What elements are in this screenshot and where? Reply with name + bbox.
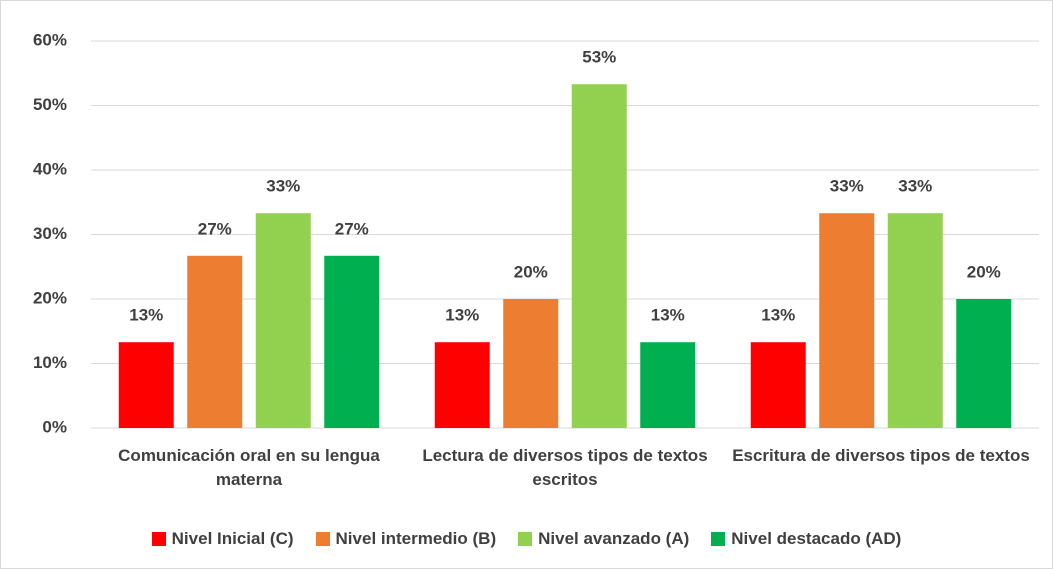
y-tick-label: 10% bbox=[33, 353, 67, 372]
bar bbox=[187, 255, 243, 428]
data-label: 33% bbox=[898, 177, 932, 196]
bar bbox=[255, 213, 311, 428]
x-tick-label: Escritura de diversos tipos de textos bbox=[732, 446, 1030, 465]
y-tick-label: 20% bbox=[33, 288, 67, 307]
legend-item: Nivel destacado (AD) bbox=[711, 529, 901, 549]
y-tick-label: 30% bbox=[33, 224, 67, 243]
y-tick-label: 0% bbox=[42, 417, 67, 436]
legend: Nivel Inicial (C) Nivel intermedio (B) Niv… bbox=[1, 529, 1052, 549]
bar bbox=[571, 84, 627, 428]
bar bbox=[750, 342, 806, 428]
data-label: 20% bbox=[514, 262, 548, 281]
y-tick-label: 60% bbox=[33, 30, 67, 49]
legend-swatch bbox=[151, 532, 166, 546]
legend-label: Nivel destacado (AD) bbox=[731, 529, 902, 548]
data-label: 27% bbox=[335, 219, 369, 238]
data-label: 53% bbox=[582, 48, 616, 67]
data-label: 13% bbox=[445, 306, 479, 325]
data-label: 33% bbox=[830, 177, 864, 196]
bar bbox=[887, 213, 943, 428]
bar bbox=[118, 342, 174, 428]
bar bbox=[324, 255, 380, 428]
data-label: 13% bbox=[761, 306, 795, 325]
legend-item: Nivel Inicial (C) bbox=[151, 529, 294, 549]
legend-swatch bbox=[711, 532, 726, 546]
legend-label: Nivel intermedio (B) bbox=[335, 529, 497, 548]
data-label: 13% bbox=[129, 306, 163, 325]
y-tick-label: 50% bbox=[33, 95, 67, 114]
bar bbox=[956, 299, 1012, 428]
legend-label: Nivel avanzado (A) bbox=[538, 529, 690, 548]
bar bbox=[434, 342, 490, 428]
bar bbox=[503, 299, 559, 428]
x-tick-label: Lectura de diversos tipos de textos escr… bbox=[422, 446, 708, 489]
bar bbox=[819, 213, 875, 428]
x-tick-label: Comunicación oral en su lengua materna bbox=[118, 446, 380, 489]
data-label: 13% bbox=[651, 306, 685, 325]
data-label: 27% bbox=[198, 219, 232, 238]
legend-item: Nivel avanzado (A) bbox=[518, 529, 689, 549]
y-tick-label: 40% bbox=[33, 159, 67, 178]
bar bbox=[640, 342, 696, 428]
data-label: 33% bbox=[266, 177, 300, 196]
legend-swatch bbox=[518, 532, 533, 546]
legend-label: Nivel Inicial (C) bbox=[171, 529, 294, 548]
data-label: 20% bbox=[967, 262, 1001, 281]
legend-swatch bbox=[315, 532, 330, 546]
legend-item: Nivel intermedio (B) bbox=[315, 529, 497, 549]
